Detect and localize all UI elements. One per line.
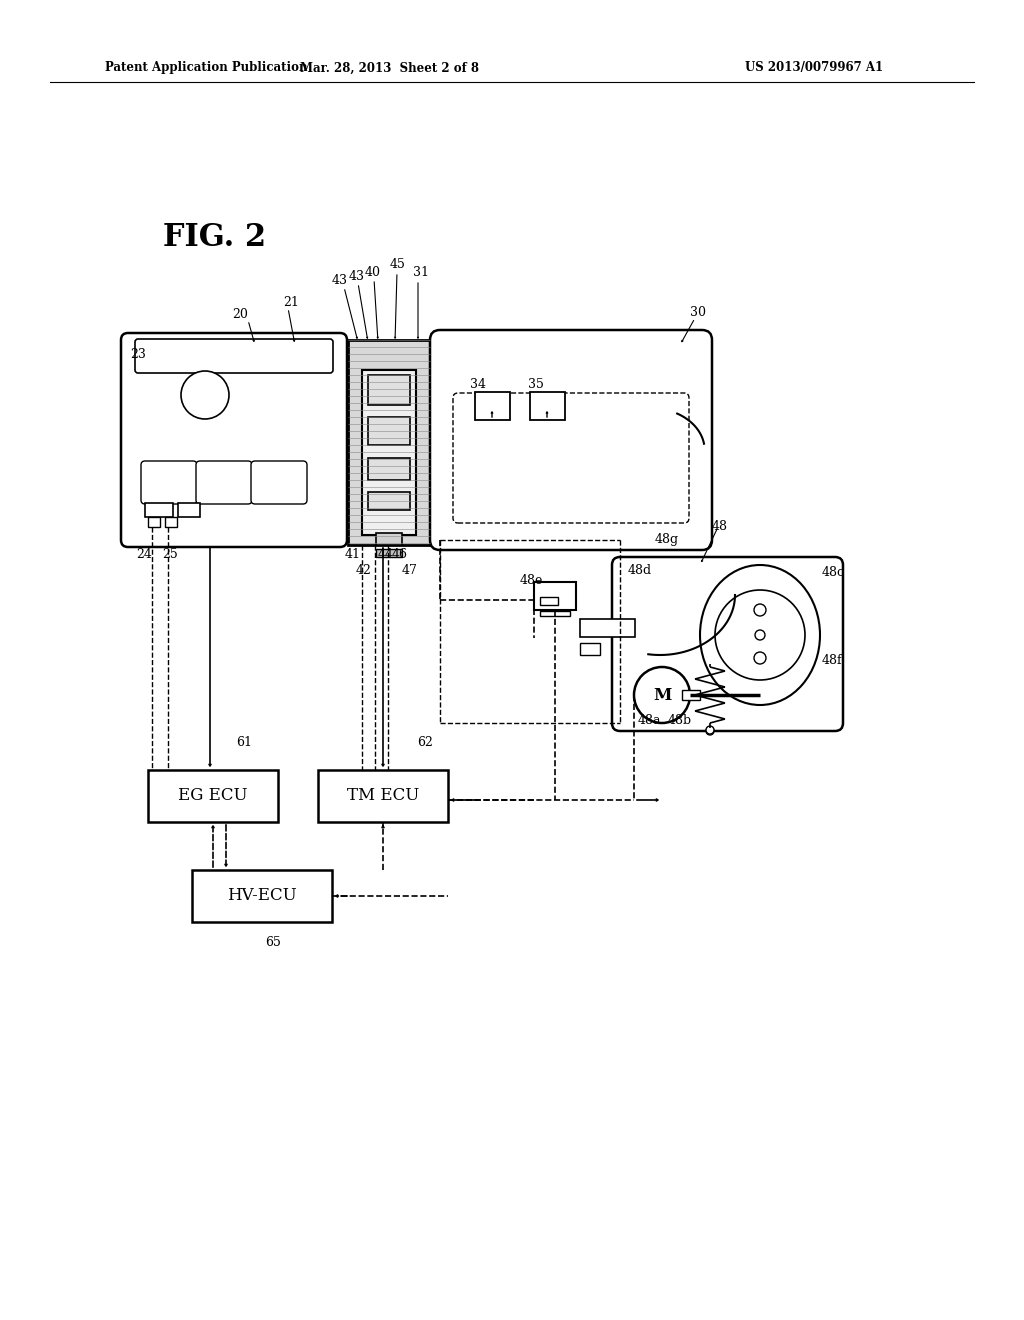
- Text: 48d: 48d: [628, 564, 652, 577]
- Text: EG ECU: EG ECU: [178, 788, 248, 804]
- Text: 62: 62: [417, 735, 433, 748]
- Bar: [148, 770, 278, 822]
- Text: 43: 43: [349, 269, 365, 282]
- Bar: [530, 392, 565, 420]
- FancyBboxPatch shape: [612, 557, 843, 731]
- Bar: [193, 870, 332, 921]
- Bar: [145, 503, 173, 517]
- Text: 30: 30: [690, 305, 706, 318]
- Text: 25: 25: [162, 549, 178, 561]
- Text: Mar. 28, 2013  Sheet 2 of 8: Mar. 28, 2013 Sheet 2 of 8: [300, 62, 479, 74]
- Bar: [368, 417, 410, 445]
- Text: 48b: 48b: [668, 714, 692, 726]
- Circle shape: [634, 667, 690, 723]
- Text: 48a: 48a: [638, 714, 662, 726]
- Text: TM ECU: TM ECU: [347, 788, 419, 804]
- Text: Patent Application Publication: Patent Application Publication: [105, 62, 307, 74]
- Text: HV-ECU: HV-ECU: [227, 887, 297, 904]
- FancyBboxPatch shape: [135, 339, 333, 374]
- Text: 40: 40: [365, 265, 381, 279]
- Text: 47: 47: [402, 564, 418, 577]
- FancyBboxPatch shape: [196, 461, 252, 504]
- Text: 34: 34: [470, 379, 486, 392]
- Bar: [148, 517, 160, 527]
- Bar: [580, 619, 635, 638]
- Bar: [318, 770, 449, 822]
- Bar: [368, 492, 410, 510]
- Text: 45: 45: [390, 259, 406, 272]
- Text: 20: 20: [232, 309, 248, 322]
- Bar: [376, 549, 402, 557]
- FancyBboxPatch shape: [121, 333, 347, 546]
- FancyBboxPatch shape: [430, 330, 712, 550]
- Text: 48c: 48c: [822, 565, 845, 578]
- FancyBboxPatch shape: [141, 461, 197, 504]
- Circle shape: [754, 605, 766, 616]
- Circle shape: [706, 726, 714, 734]
- Bar: [580, 643, 600, 655]
- Text: 24: 24: [136, 549, 152, 561]
- Text: 44: 44: [378, 549, 394, 561]
- Text: 48g: 48g: [655, 533, 679, 546]
- Bar: [376, 533, 402, 545]
- Bar: [165, 517, 177, 527]
- Circle shape: [754, 652, 766, 664]
- Bar: [475, 392, 510, 420]
- Bar: [540, 611, 570, 616]
- Text: 31: 31: [413, 267, 429, 280]
- Text: FIG. 2: FIG. 2: [163, 222, 266, 252]
- FancyBboxPatch shape: [251, 461, 307, 504]
- Text: M: M: [653, 686, 671, 704]
- Circle shape: [715, 590, 805, 680]
- Text: 23: 23: [130, 348, 145, 362]
- Text: US 2013/0079967 A1: US 2013/0079967 A1: [745, 62, 883, 74]
- Bar: [540, 597, 558, 605]
- Text: 48f: 48f: [822, 653, 843, 667]
- Text: 65: 65: [265, 936, 281, 949]
- Text: 48e: 48e: [520, 573, 544, 586]
- FancyBboxPatch shape: [453, 393, 689, 523]
- Text: 61: 61: [236, 735, 252, 748]
- Text: 43: 43: [332, 273, 348, 286]
- Text: 42: 42: [356, 564, 372, 577]
- Bar: [362, 370, 416, 535]
- Circle shape: [755, 630, 765, 640]
- Bar: [682, 690, 700, 700]
- Bar: [348, 341, 430, 545]
- Bar: [534, 582, 575, 610]
- Text: 21: 21: [283, 297, 299, 309]
- Bar: [368, 458, 410, 480]
- Ellipse shape: [700, 565, 820, 705]
- Text: 35: 35: [528, 379, 544, 392]
- Circle shape: [706, 727, 714, 735]
- Bar: [368, 375, 410, 405]
- Text: 48: 48: [712, 520, 728, 533]
- Text: 46: 46: [392, 549, 408, 561]
- Circle shape: [181, 371, 229, 418]
- Text: 41: 41: [345, 549, 361, 561]
- Bar: [178, 503, 200, 517]
